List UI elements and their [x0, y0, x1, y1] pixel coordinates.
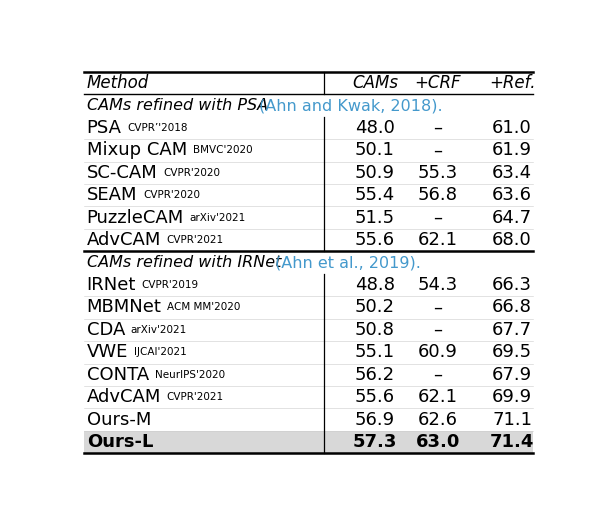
Text: CVPR'2021: CVPR'2021 [167, 392, 224, 402]
Text: ACM MM'2020: ACM MM'2020 [167, 302, 241, 313]
Text: 50.9: 50.9 [355, 164, 395, 182]
Text: +Ref.: +Ref. [489, 74, 535, 92]
Text: PuzzleCAM: PuzzleCAM [86, 208, 184, 227]
Text: –: – [433, 208, 442, 227]
Text: 55.4: 55.4 [355, 186, 395, 204]
Text: 71.4: 71.4 [490, 433, 534, 451]
Text: 56.8: 56.8 [418, 186, 458, 204]
Text: CVPR'2020: CVPR'2020 [163, 168, 220, 178]
Text: 62.1: 62.1 [418, 388, 458, 406]
Text: 48.8: 48.8 [355, 276, 395, 294]
Text: Method: Method [86, 74, 149, 92]
Text: Ours-M: Ours-M [86, 411, 151, 429]
Text: 51.5: 51.5 [355, 208, 395, 227]
Text: arXiv'2021: arXiv'2021 [190, 213, 246, 223]
Text: 66.8: 66.8 [492, 298, 532, 316]
Text: SC-CAM: SC-CAM [86, 164, 157, 182]
Text: 48.0: 48.0 [355, 119, 395, 137]
Text: CVPR'2021: CVPR'2021 [167, 235, 224, 245]
Text: 67.9: 67.9 [492, 366, 532, 384]
Text: AdvCAM CVPR'2021: AdvCAM CVPR'2021 [86, 231, 266, 249]
Text: –: – [433, 366, 442, 384]
Text: 61.0: 61.0 [492, 119, 532, 137]
Text: IRNet: IRNet [86, 276, 136, 294]
Text: 50.8: 50.8 [355, 321, 395, 339]
Text: –: – [433, 141, 442, 159]
Text: BMVC'2020: BMVC'2020 [193, 146, 252, 155]
Text: IJCAI'2021: IJCAI'2021 [134, 347, 187, 357]
Text: 56.2: 56.2 [355, 366, 395, 384]
Text: VWE: VWE [86, 343, 128, 361]
Text: 55.6: 55.6 [355, 231, 395, 249]
Text: +CRF: +CRF [415, 74, 461, 92]
Text: 50.2: 50.2 [355, 298, 395, 316]
Text: Mixup CAM: Mixup CAM [86, 141, 187, 159]
Text: PSA: PSA [86, 119, 122, 137]
Text: PuzzleCAM arXiv'2021: PuzzleCAM arXiv'2021 [86, 208, 287, 227]
Text: 66.3: 66.3 [492, 276, 532, 294]
Text: PSA CVPR’'2018: PSA CVPR’'2018 [86, 119, 232, 137]
Text: CAMs refined with IRNet: CAMs refined with IRNet [86, 255, 281, 270]
Text: CVPR’'2018: CVPR’'2018 [127, 123, 188, 133]
Text: 68.0: 68.0 [492, 231, 532, 249]
Text: AdvCAM: AdvCAM [86, 231, 161, 249]
Text: CAMs refined with PSA: CAMs refined with PSA [86, 98, 268, 113]
Text: CONTA: CONTA [86, 366, 149, 384]
Text: Mixup CAM BMVC'2020: Mixup CAM BMVC'2020 [86, 141, 296, 159]
Text: CAMs: CAMs [352, 74, 398, 92]
Text: 62.1: 62.1 [418, 231, 458, 249]
Text: CVPR'2019: CVPR'2019 [142, 280, 199, 290]
Text: CDA: CDA [86, 321, 125, 339]
Text: (Ahn and Kwak, 2018).: (Ahn and Kwak, 2018). [259, 98, 442, 113]
Text: –: – [433, 119, 442, 137]
Text: 55.6: 55.6 [355, 388, 395, 406]
Text: 64.7: 64.7 [492, 208, 532, 227]
Text: MBMNet: MBMNet [86, 298, 161, 316]
Text: arXiv'2021: arXiv'2021 [131, 325, 187, 335]
Text: 56.9: 56.9 [355, 411, 395, 429]
Text: SEAM: SEAM [86, 186, 137, 204]
Text: 55.1: 55.1 [355, 343, 395, 361]
Text: SC-CAM CVPR'2020: SC-CAM CVPR'2020 [86, 164, 262, 182]
Text: 60.9: 60.9 [418, 343, 458, 361]
Text: 55.3: 55.3 [418, 164, 458, 182]
Text: 50.1: 50.1 [355, 141, 395, 159]
Text: –: – [433, 298, 442, 316]
Text: SEAM CVPR'2020: SEAM CVPR'2020 [86, 186, 242, 204]
Text: 62.6: 62.6 [418, 411, 458, 429]
Text: 54.3: 54.3 [418, 276, 458, 294]
Text: 57.3: 57.3 [353, 433, 397, 451]
Text: Ours-L: Ours-L [86, 433, 153, 451]
Text: 63.6: 63.6 [492, 186, 532, 204]
Text: –: – [433, 321, 442, 339]
Text: 71.1: 71.1 [492, 411, 532, 429]
Text: 63.4: 63.4 [492, 164, 532, 182]
Bar [84, 431, 533, 453]
Text: AdvCAM: AdvCAM [86, 388, 161, 406]
Text: 67.7: 67.7 [492, 321, 532, 339]
Text: NeurIPS'2020: NeurIPS'2020 [155, 370, 225, 380]
Text: (Ahn et al., 2019).: (Ahn et al., 2019). [275, 255, 421, 270]
Text: 63.0: 63.0 [416, 433, 460, 451]
Text: CVPR'2020: CVPR'2020 [143, 190, 200, 200]
Text: 61.9: 61.9 [492, 141, 532, 159]
Text: 69.9: 69.9 [492, 388, 532, 406]
Text: 69.5: 69.5 [492, 343, 532, 361]
